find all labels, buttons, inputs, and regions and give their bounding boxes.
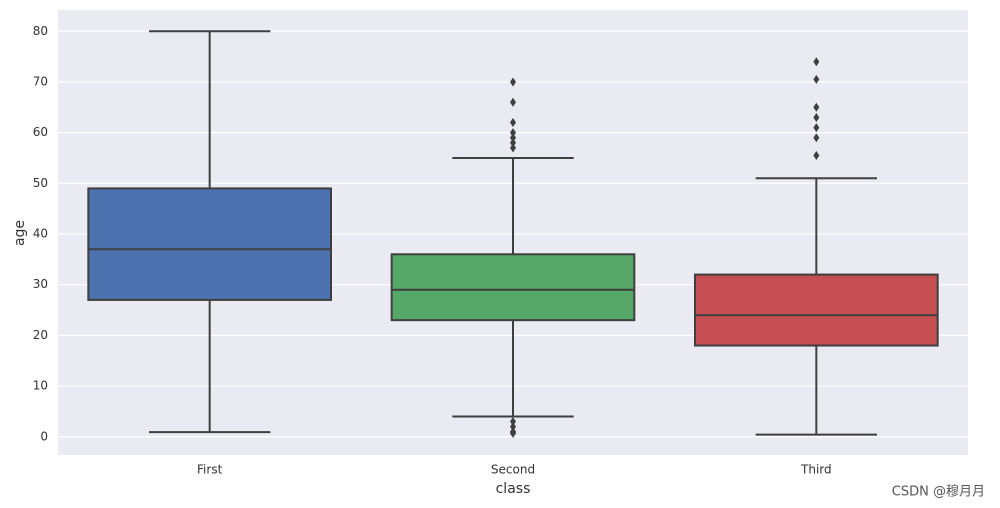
y-tick-label: 50	[33, 176, 48, 190]
y-tick-label: 0	[40, 429, 48, 443]
y-tick-label: 80	[33, 24, 48, 38]
x-axis-label: class	[496, 481, 531, 497]
outlier	[510, 128, 516, 138]
y-tick-label: 10	[33, 379, 48, 393]
y-axis-label: age	[12, 220, 28, 246]
outlier	[813, 150, 820, 160]
x-tick-label: Third	[800, 463, 832, 477]
box	[390, 253, 636, 322]
outlier	[510, 97, 516, 107]
outlier	[813, 123, 820, 133]
outlier	[813, 57, 820, 67]
y-tick-label: 30	[33, 277, 48, 291]
outlier	[510, 417, 516, 427]
watermark: CSDN @穆月月	[892, 485, 985, 500]
y-tick-label: 70	[33, 74, 48, 88]
outlier	[510, 138, 516, 148]
box	[694, 273, 939, 347]
outlier	[813, 133, 820, 143]
box	[87, 187, 333, 301]
y-tick-label: 60	[33, 125, 48, 139]
outlier	[510, 428, 516, 438]
outlier	[510, 77, 516, 87]
outlier	[510, 143, 516, 153]
outlier	[813, 112, 820, 122]
x-tick-label: First	[197, 463, 223, 477]
x-tick-label: Second	[491, 463, 535, 477]
y-tick-label: 40	[33, 227, 48, 241]
outlier	[813, 102, 820, 112]
outlier	[510, 118, 516, 128]
outlier	[510, 422, 516, 432]
outlier	[813, 74, 820, 84]
outlier	[510, 133, 516, 143]
y-tick-label: 20	[33, 328, 48, 342]
